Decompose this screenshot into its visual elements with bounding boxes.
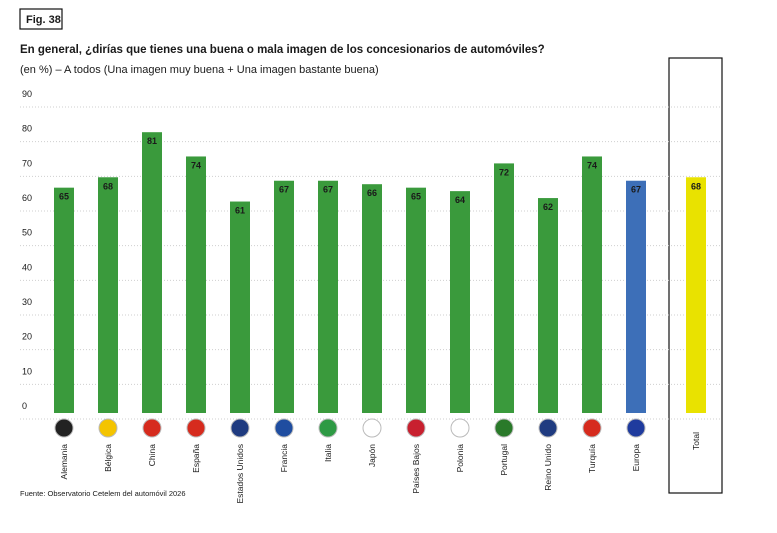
bar — [186, 156, 206, 413]
y-tick-label: 50 — [22, 228, 32, 238]
value-label: 68 — [691, 181, 701, 191]
flag-icon — [230, 418, 250, 438]
bar — [362, 184, 382, 413]
flag-icon — [54, 418, 74, 438]
bar — [142, 132, 162, 413]
x-tick-label: Países Bajos — [411, 444, 421, 494]
flag-icon — [362, 418, 382, 438]
value-label: 67 — [323, 185, 333, 195]
flag-icon — [582, 418, 602, 438]
flag-icon — [98, 418, 118, 438]
y-tick-label: 70 — [22, 158, 32, 168]
x-tick-label: España — [191, 444, 201, 473]
bar — [538, 198, 558, 413]
value-label: 74 — [191, 160, 201, 170]
x-tick-label: Bélgica — [103, 444, 113, 472]
chart-subtitle: (en %) – A todos (Una imagen muy buena +… — [20, 64, 379, 76]
bar — [318, 180, 338, 413]
y-tick-label: 90 — [22, 89, 32, 99]
flag-icon — [318, 418, 338, 438]
flag-icon — [538, 418, 558, 438]
y-tick-label: 40 — [22, 262, 32, 272]
bar — [582, 156, 602, 413]
value-label: 65 — [59, 192, 69, 202]
value-label: 67 — [631, 185, 641, 195]
bar — [406, 187, 426, 413]
x-tick-label: Total — [691, 432, 701, 450]
value-label: 72 — [499, 167, 509, 177]
y-tick-label: 10 — [22, 366, 32, 376]
value-label: 62 — [543, 202, 553, 212]
flag-icon — [186, 418, 206, 438]
value-label: 74 — [587, 160, 597, 170]
value-label: 81 — [147, 136, 157, 146]
flag-icon — [142, 418, 162, 438]
value-label: 64 — [455, 195, 465, 205]
fig-box — [19, 8, 63, 30]
flag-icon — [450, 418, 470, 438]
x-tick-label: Estados Unidos — [235, 444, 245, 504]
x-tick-label: Polonia — [455, 444, 465, 473]
flag-icon — [274, 418, 294, 438]
y-tick-label: 30 — [22, 297, 32, 307]
x-tick-label: Japón — [367, 444, 377, 467]
value-label: 61 — [235, 206, 245, 216]
bar — [626, 180, 646, 413]
x-tick-label: Europa — [631, 444, 641, 472]
x-tick-label: China — [147, 444, 157, 466]
bar — [686, 177, 706, 413]
y-tick-label: 60 — [22, 193, 32, 203]
x-tick-label: Reino Unido — [543, 444, 553, 491]
y-tick-label: 20 — [22, 332, 32, 342]
x-tick-label: Turquía — [587, 444, 597, 473]
y-tick-label: 0 — [22, 401, 27, 411]
x-tick-label: Portugal — [499, 444, 509, 476]
x-tick-label: Alemania — [59, 444, 69, 480]
bar — [98, 177, 118, 413]
y-tick-label: 80 — [22, 124, 32, 134]
value-label: 66 — [367, 188, 377, 198]
bar — [274, 180, 294, 413]
value-label: 67 — [279, 185, 289, 195]
total-box — [668, 57, 723, 494]
fig-label: Fig. 38 — [26, 14, 61, 26]
bar — [494, 163, 514, 413]
value-label: 65 — [411, 192, 421, 202]
x-tick-label: Francia — [279, 444, 289, 473]
value-label: 68 — [103, 181, 113, 191]
x-tick-label: Italia — [323, 444, 333, 462]
flag-icon — [626, 418, 646, 438]
chart-title: En general, ¿dirías que tienes una buena… — [20, 44, 545, 56]
source: Fuente: Observatorio Cetelem del automóv… — [20, 489, 186, 498]
bar — [54, 187, 74, 413]
bar — [230, 201, 250, 413]
bar — [450, 191, 470, 413]
flag-icon — [494, 418, 514, 438]
flag-icon — [406, 418, 426, 438]
